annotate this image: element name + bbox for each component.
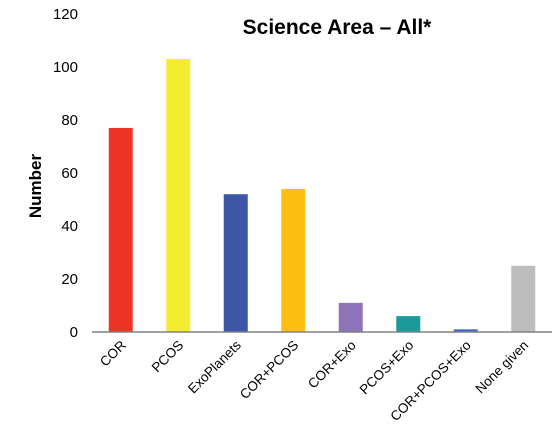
x-tick-label: COR+PCOS (237, 338, 301, 402)
y-tick-label: 40 (61, 218, 78, 235)
bar-exoplanets (223, 194, 248, 332)
y-tick-label: 60 (61, 165, 78, 182)
y-tick-label: 0 (70, 324, 78, 341)
y-axis: 0 20 40 60 80 100 120 (53, 6, 78, 341)
y-tick-label: 120 (53, 6, 78, 23)
bar-none-given (511, 265, 536, 332)
y-tick-label: 80 (61, 112, 78, 129)
y-tick-label: 100 (53, 59, 78, 76)
x-tick-label: PCOS+Exo (357, 338, 417, 398)
bar-cor (108, 127, 133, 332)
x-tick-label: COR+Exo (305, 338, 359, 392)
y-axis-title: Number (26, 154, 45, 219)
x-tick-label: None given (472, 338, 531, 397)
x-tick-label: ExoPlanets (185, 337, 244, 396)
bar-pcos (166, 59, 191, 333)
bar-cor-pcos (281, 188, 306, 332)
x-tick-label: COR (97, 337, 129, 369)
x-tick-label: PCOS (149, 338, 187, 376)
bar-cor-pcos-exo (453, 329, 478, 332)
chart-title: Science Area – All* (243, 16, 433, 39)
bar-pcos-exo (396, 316, 421, 332)
y-tick-label: 20 (61, 271, 78, 288)
bar-cor-exo (338, 302, 363, 332)
bars-group (108, 59, 536, 333)
